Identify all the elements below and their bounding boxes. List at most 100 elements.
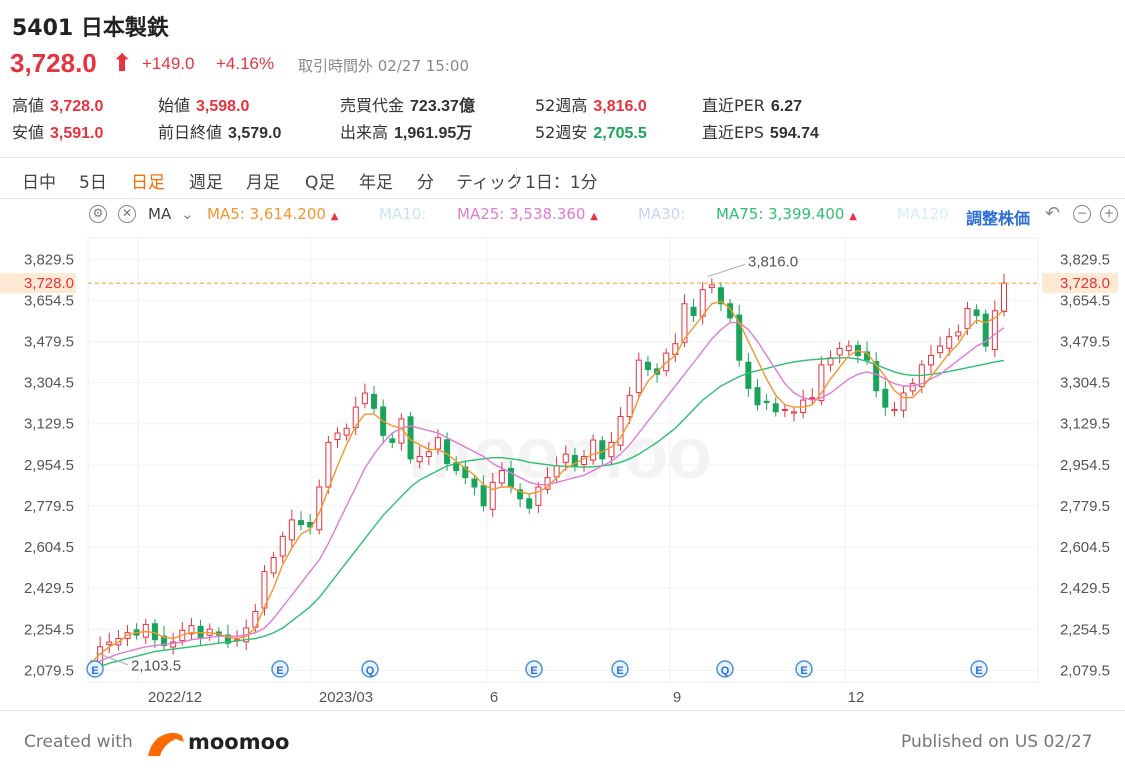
candle-body xyxy=(444,439,451,465)
event-marker-circle[interactable] xyxy=(86,660,104,678)
created-with-label: Created with xyxy=(24,732,133,752)
candle-body xyxy=(772,403,779,413)
ma-legend-item[interactable]: MA120 xyxy=(897,205,949,223)
plot-area xyxy=(87,237,1039,683)
event-marker-circle[interactable] xyxy=(795,660,813,678)
candle-body xyxy=(973,309,980,317)
stat-value: 3,591.0 xyxy=(50,125,104,142)
last-price-label-left: 3,728.0 xyxy=(24,275,74,292)
candle-body xyxy=(462,466,469,479)
event-marker: E xyxy=(795,660,813,678)
event-marker-circle[interactable] xyxy=(271,660,289,678)
tab-7[interactable]: 分 xyxy=(417,173,434,193)
tab-3[interactable]: 週足 xyxy=(189,173,223,193)
ma-legend-item[interactable]: MA25: 3,538.360 ▲ xyxy=(457,205,598,223)
candle-body xyxy=(352,406,359,429)
candlestick-chart[interactable]: 3,829.5 3,829.5 3,654.5 3,654.5 3,479.5 3,479… xyxy=(0,232,1125,710)
event-marker-label: E xyxy=(800,665,807,677)
ma-legend-item[interactable]: MA30: xyxy=(638,205,686,223)
y-tick-label-left: 3,829.5 xyxy=(24,251,74,268)
candle-body xyxy=(389,438,396,443)
candle-body xyxy=(763,400,770,403)
candle-body xyxy=(1001,282,1007,313)
event-marker-circle[interactable] xyxy=(611,660,629,678)
tab-9[interactable]: 1日：1分 xyxy=(525,173,598,193)
moomoo-logo-icon xyxy=(148,732,184,756)
ma75-line xyxy=(90,357,1005,671)
candle-body xyxy=(489,481,496,510)
high-annotation-label: 3,816.0 xyxy=(748,253,798,270)
stat-item: 安値 3,591.0 xyxy=(12,119,103,143)
candle-body xyxy=(297,520,304,526)
tab-5[interactable]: Q足 xyxy=(305,173,336,193)
tab-0[interactable]: 日中 xyxy=(22,173,56,193)
candle-body xyxy=(809,397,816,400)
event-marker-label: E xyxy=(530,665,537,677)
divider xyxy=(0,198,1125,199)
candle-body xyxy=(599,440,606,460)
ma-legend-item[interactable]: MA5: 3,614.200 ▲ xyxy=(207,205,339,223)
candle-body xyxy=(170,641,177,648)
candle-body xyxy=(142,623,149,638)
tab-1[interactable]: 5日 xyxy=(79,173,107,193)
close-icon[interactable]: ✕ xyxy=(118,205,136,223)
last-price-tag-left xyxy=(0,273,76,294)
y-tick-label-right: 3,829.5 xyxy=(1060,251,1110,268)
stat-label: 52週安 xyxy=(535,123,588,142)
tab-8[interactable]: ティック xyxy=(456,173,523,193)
stat-item: 直近PER 6.27 xyxy=(702,92,802,116)
candle-body xyxy=(946,336,953,349)
stat-label: 高値 xyxy=(12,96,45,115)
ma-legend-item[interactable]: MA75: 3,399.400 ▲ xyxy=(716,205,857,223)
candle-body xyxy=(754,387,761,406)
y-tick-label-right: 3,479.5 xyxy=(1060,333,1110,350)
zoom-out-icon[interactable]: − xyxy=(1073,205,1091,223)
stat-item: 始値 3,598.0 xyxy=(158,92,249,116)
last-price-tag-right xyxy=(1042,273,1118,294)
tab-4[interactable]: 月足 xyxy=(246,173,280,193)
tab-2[interactable]: 日足 xyxy=(131,173,165,193)
stock-title: 5401 日本製鉄 xyxy=(12,16,169,41)
candle-body xyxy=(955,331,962,337)
undo-icon[interactable]: ↶ xyxy=(1045,203,1061,224)
y-tick-label-right: 2,079.5 xyxy=(1060,662,1110,679)
x-tick-label: 9 xyxy=(673,689,681,706)
stat-label: 52週高 xyxy=(535,96,588,115)
chevron-down-icon[interactable]: ⌄ xyxy=(181,205,194,223)
stat-value: 1,961.95万 xyxy=(394,125,473,142)
zoom-in-icon[interactable]: + xyxy=(1100,205,1118,223)
candle-body xyxy=(151,623,158,641)
event-marker-label: Q xyxy=(366,665,375,677)
last-price-label-right: 3,728.0 xyxy=(1060,275,1110,292)
candle-body xyxy=(717,287,724,305)
y-tick-label-right: 2,954.5 xyxy=(1060,457,1110,474)
y-tick-label-left: 3,304.5 xyxy=(24,375,74,392)
ma-selector[interactable]: MA xyxy=(148,205,172,223)
candle-body xyxy=(279,535,286,557)
event-marker-circle[interactable] xyxy=(970,660,988,678)
candle-body xyxy=(845,345,852,352)
y-tick-label-right: 2,604.5 xyxy=(1060,539,1110,556)
y-tick-label-right: 2,429.5 xyxy=(1060,580,1110,597)
candle-body xyxy=(836,347,843,356)
tab-6[interactable]: 年足 xyxy=(359,173,393,193)
stat-label: 前日終値 xyxy=(158,123,223,142)
event-marker-circle[interactable] xyxy=(716,660,734,678)
settings-gear-icon[interactable]: ⚙ xyxy=(89,205,107,223)
stat-label: 出来高 xyxy=(340,123,389,142)
stat-value: 594.74 xyxy=(769,125,819,142)
adjust-price-toggle[interactable]: 調整株価 xyxy=(966,209,1031,228)
candle-body xyxy=(727,303,734,319)
candle-body xyxy=(425,451,432,457)
stat-value: 3,728.0 xyxy=(50,98,104,115)
candle-body xyxy=(197,625,204,638)
event-marker: Q xyxy=(361,660,379,678)
event-marker-circle[interactable] xyxy=(525,660,543,678)
ma-legend-item[interactable]: MA10: xyxy=(379,205,427,223)
stat-value: 6.27 xyxy=(770,98,803,115)
event-marker-circle[interactable] xyxy=(361,660,379,678)
y-tick-label-left: 2,079.5 xyxy=(24,662,74,679)
event-marker: Q xyxy=(716,660,734,678)
y-tick-label-right: 3,304.5 xyxy=(1060,375,1110,392)
candle-body xyxy=(535,486,542,506)
